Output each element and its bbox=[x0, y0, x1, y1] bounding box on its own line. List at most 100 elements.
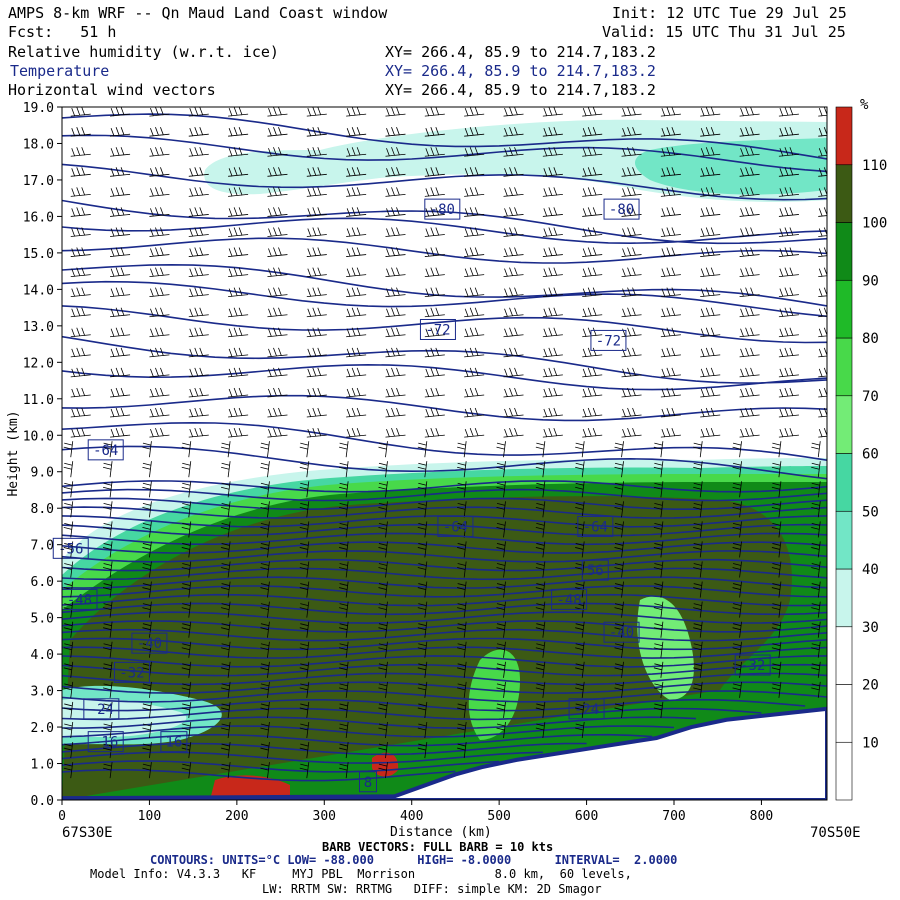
colorbar-swatch bbox=[835, 684, 853, 743]
wind-barb bbox=[102, 561, 113, 578]
wind-barb bbox=[228, 187, 249, 197]
wind-barb bbox=[110, 347, 131, 358]
wind-barb bbox=[63, 481, 74, 498]
wind-barb bbox=[110, 187, 131, 197]
wind-barb bbox=[621, 207, 642, 217]
colorbar: 10 20 30 40 50 60 70 80 90 100 110% bbox=[835, 97, 887, 801]
wind-barb bbox=[181, 742, 192, 759]
wind-barb bbox=[778, 227, 799, 237]
colorbar-unit: % bbox=[860, 97, 869, 113]
colorbar-swatch bbox=[835, 626, 853, 685]
wind-barb bbox=[260, 721, 270, 739]
wind-barb bbox=[535, 581, 546, 598]
wind-barb bbox=[575, 521, 585, 538]
wind-barb bbox=[346, 327, 367, 338]
wind-barb bbox=[221, 481, 231, 498]
wind-barb bbox=[457, 461, 467, 478]
xy-line-3: XY= 266.4, 85.9 to 214.7,183.2 bbox=[385, 81, 656, 99]
wind-barb bbox=[700, 427, 721, 438]
colorbar-label: 20 bbox=[862, 678, 879, 694]
wind-barb bbox=[149, 207, 170, 217]
wind-barb bbox=[693, 501, 703, 518]
temperature-contour-line bbox=[62, 733, 653, 747]
wind-barb bbox=[110, 207, 131, 217]
temperature-contour-line bbox=[62, 742, 587, 756]
wind-barb bbox=[221, 601, 231, 618]
temperature-contour-line bbox=[62, 751, 543, 764]
wind-barb bbox=[339, 661, 349, 678]
wind-barb bbox=[464, 387, 485, 398]
contour-label: -64 bbox=[93, 443, 118, 459]
wind-barb bbox=[424, 307, 445, 318]
wind-barb bbox=[149, 247, 170, 257]
wind-barb bbox=[110, 127, 131, 137]
colorbar-swatch bbox=[835, 279, 853, 339]
wind-barb bbox=[110, 427, 131, 438]
colorbar-label: 30 bbox=[862, 620, 879, 636]
wind-barb bbox=[417, 561, 428, 578]
y-tick-label: 15.0 bbox=[23, 247, 54, 262]
wind-barb bbox=[417, 621, 428, 638]
wind-barb bbox=[339, 701, 349, 718]
wind-barb bbox=[260, 581, 270, 598]
wind-barb bbox=[739, 327, 760, 338]
contour-label-box bbox=[359, 771, 377, 793]
wind-barb bbox=[339, 742, 349, 759]
y-tick-label: 1.0 bbox=[31, 758, 54, 773]
wind-barb bbox=[267, 107, 288, 117]
contour-label-box bbox=[419, 318, 456, 340]
wind-barb bbox=[653, 441, 664, 458]
wind-barb bbox=[102, 661, 113, 678]
wind-barb bbox=[464, 407, 485, 418]
wind-barb bbox=[260, 621, 270, 638]
colorbar-swatch bbox=[835, 106, 853, 166]
wind-barb bbox=[503, 147, 524, 157]
wind-barb bbox=[621, 227, 642, 237]
wind-barb bbox=[614, 681, 624, 698]
wind-barb bbox=[70, 347, 91, 358]
x-tick-label: 500 bbox=[487, 809, 510, 824]
colorbar-label: 60 bbox=[862, 447, 879, 463]
contour-label: -64 bbox=[443, 519, 468, 535]
wind-barb bbox=[457, 681, 467, 698]
wind-barb bbox=[739, 187, 760, 197]
wind-barb bbox=[660, 287, 681, 298]
wind-barb bbox=[385, 367, 406, 378]
wind-barb bbox=[306, 407, 327, 418]
wind-barb bbox=[385, 347, 406, 358]
wind-barb bbox=[732, 681, 742, 698]
y-tick-label: 9.0 bbox=[31, 466, 54, 481]
wind-barb bbox=[267, 167, 288, 177]
wind-barb bbox=[102, 681, 113, 698]
wind-barb bbox=[575, 661, 585, 678]
wind-barb bbox=[582, 167, 603, 177]
wind-barb bbox=[63, 561, 74, 578]
temperature-contour-line bbox=[62, 558, 827, 572]
wind-barb bbox=[142, 641, 152, 658]
wind-barb bbox=[464, 107, 485, 117]
temperature-contour-line bbox=[62, 335, 827, 384]
wind-barb bbox=[63, 541, 74, 558]
wind-barb bbox=[621, 267, 642, 278]
wind-barb bbox=[700, 127, 721, 137]
contour-label-box bbox=[52, 537, 89, 559]
temperature-contour-line bbox=[62, 532, 827, 546]
colorbar-label: 50 bbox=[862, 504, 879, 520]
wind-barb bbox=[221, 681, 231, 698]
temperature-contour-line bbox=[62, 576, 827, 589]
wind-barb bbox=[771, 561, 782, 578]
contour-label-box bbox=[131, 632, 168, 654]
wind-barb bbox=[464, 307, 485, 318]
x-tick-label: 300 bbox=[313, 809, 336, 824]
wind-barb bbox=[339, 621, 349, 638]
temperature-contour-line bbox=[62, 421, 827, 461]
wind-barb bbox=[503, 207, 524, 217]
wind-barb bbox=[221, 521, 231, 538]
rh-saturated-spot bbox=[210, 775, 290, 800]
wind-barb bbox=[378, 601, 388, 618]
wind-barb bbox=[464, 127, 485, 137]
wind-barb bbox=[457, 581, 467, 598]
wind-barb bbox=[228, 107, 249, 117]
y-tick-label: 8.0 bbox=[31, 502, 54, 517]
wind-barb bbox=[181, 762, 192, 779]
